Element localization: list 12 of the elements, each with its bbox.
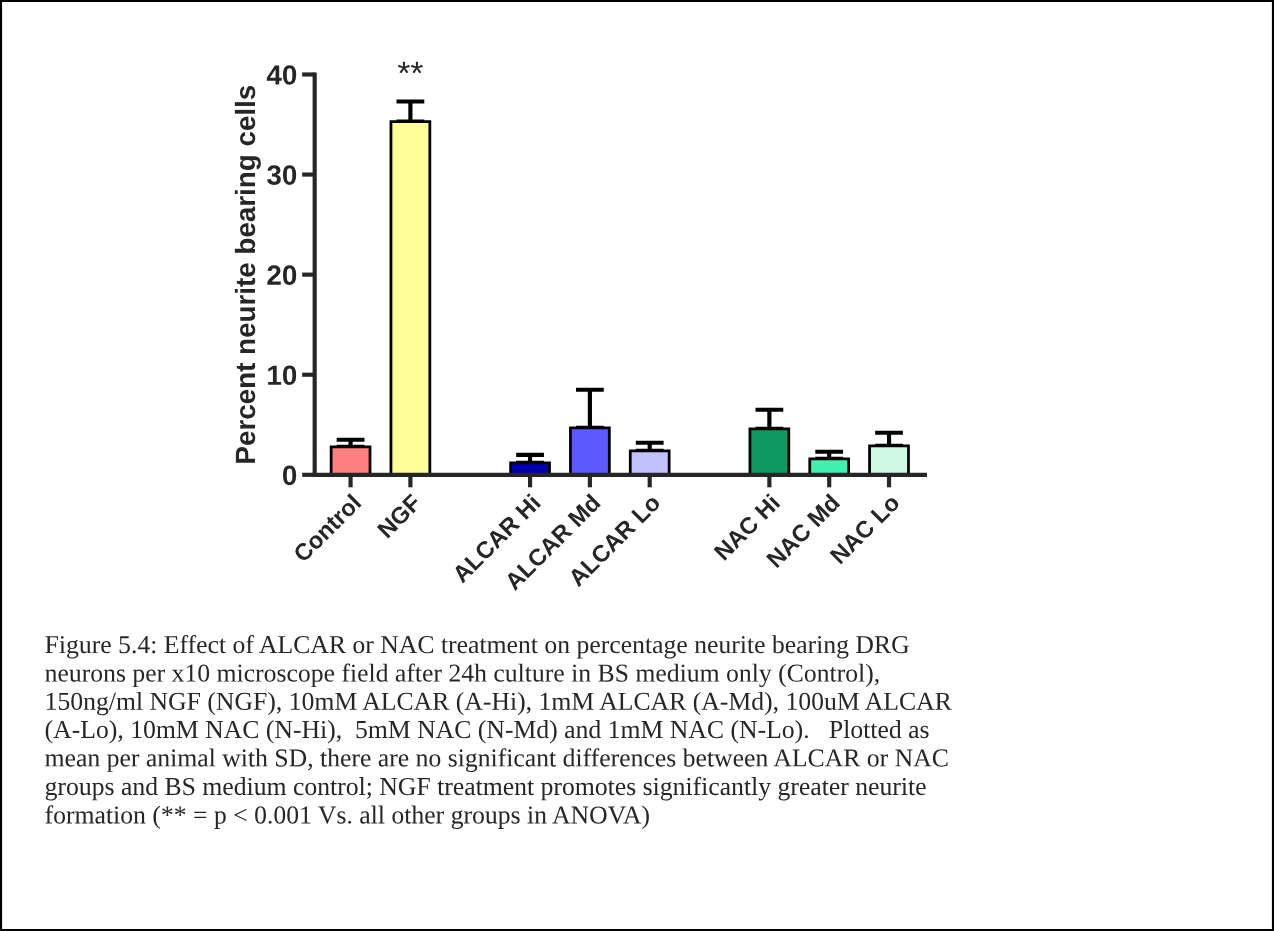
y-tick-label: 30: [267, 165, 297, 185]
y-tick-label: 40: [266, 65, 297, 85]
bar: [808, 457, 851, 475]
y-tick-label: 0: [282, 465, 297, 486]
bar: [329, 445, 372, 475]
bar: [628, 449, 671, 475]
y-tick-label: 10: [268, 365, 297, 386]
y-axis-title: Percent neurite bearing cells: [234, 85, 261, 463]
y-tick-label: 20: [267, 265, 297, 285]
bar: [509, 461, 551, 475]
caption: Figure 5.4: Effect of ALCAR or NAC treatment on percentage neurite bearing DRG neurons per x10 microscope field after 24h culture in BS medium only (Control), 150ng/ml NGF (NGF), 10mM ALCAR (A-Hi), 1mM ALCAR (A-Md), 100uM ALCAR (A-Lo), 10mM NAC (N-Hi), 5mM NAC (N-Md) and 1mM NAC (N-Lo). Plotted as mean per animal with SD, there are no significant differences between ALCAR or NAC groups and BS medium control; NGF treatment promotes significantly greater neurite formation (** = p < 0.001 Vs. all other groups in ANOVA): [45, 634, 952, 829]
text: **: [397, 61, 423, 74]
